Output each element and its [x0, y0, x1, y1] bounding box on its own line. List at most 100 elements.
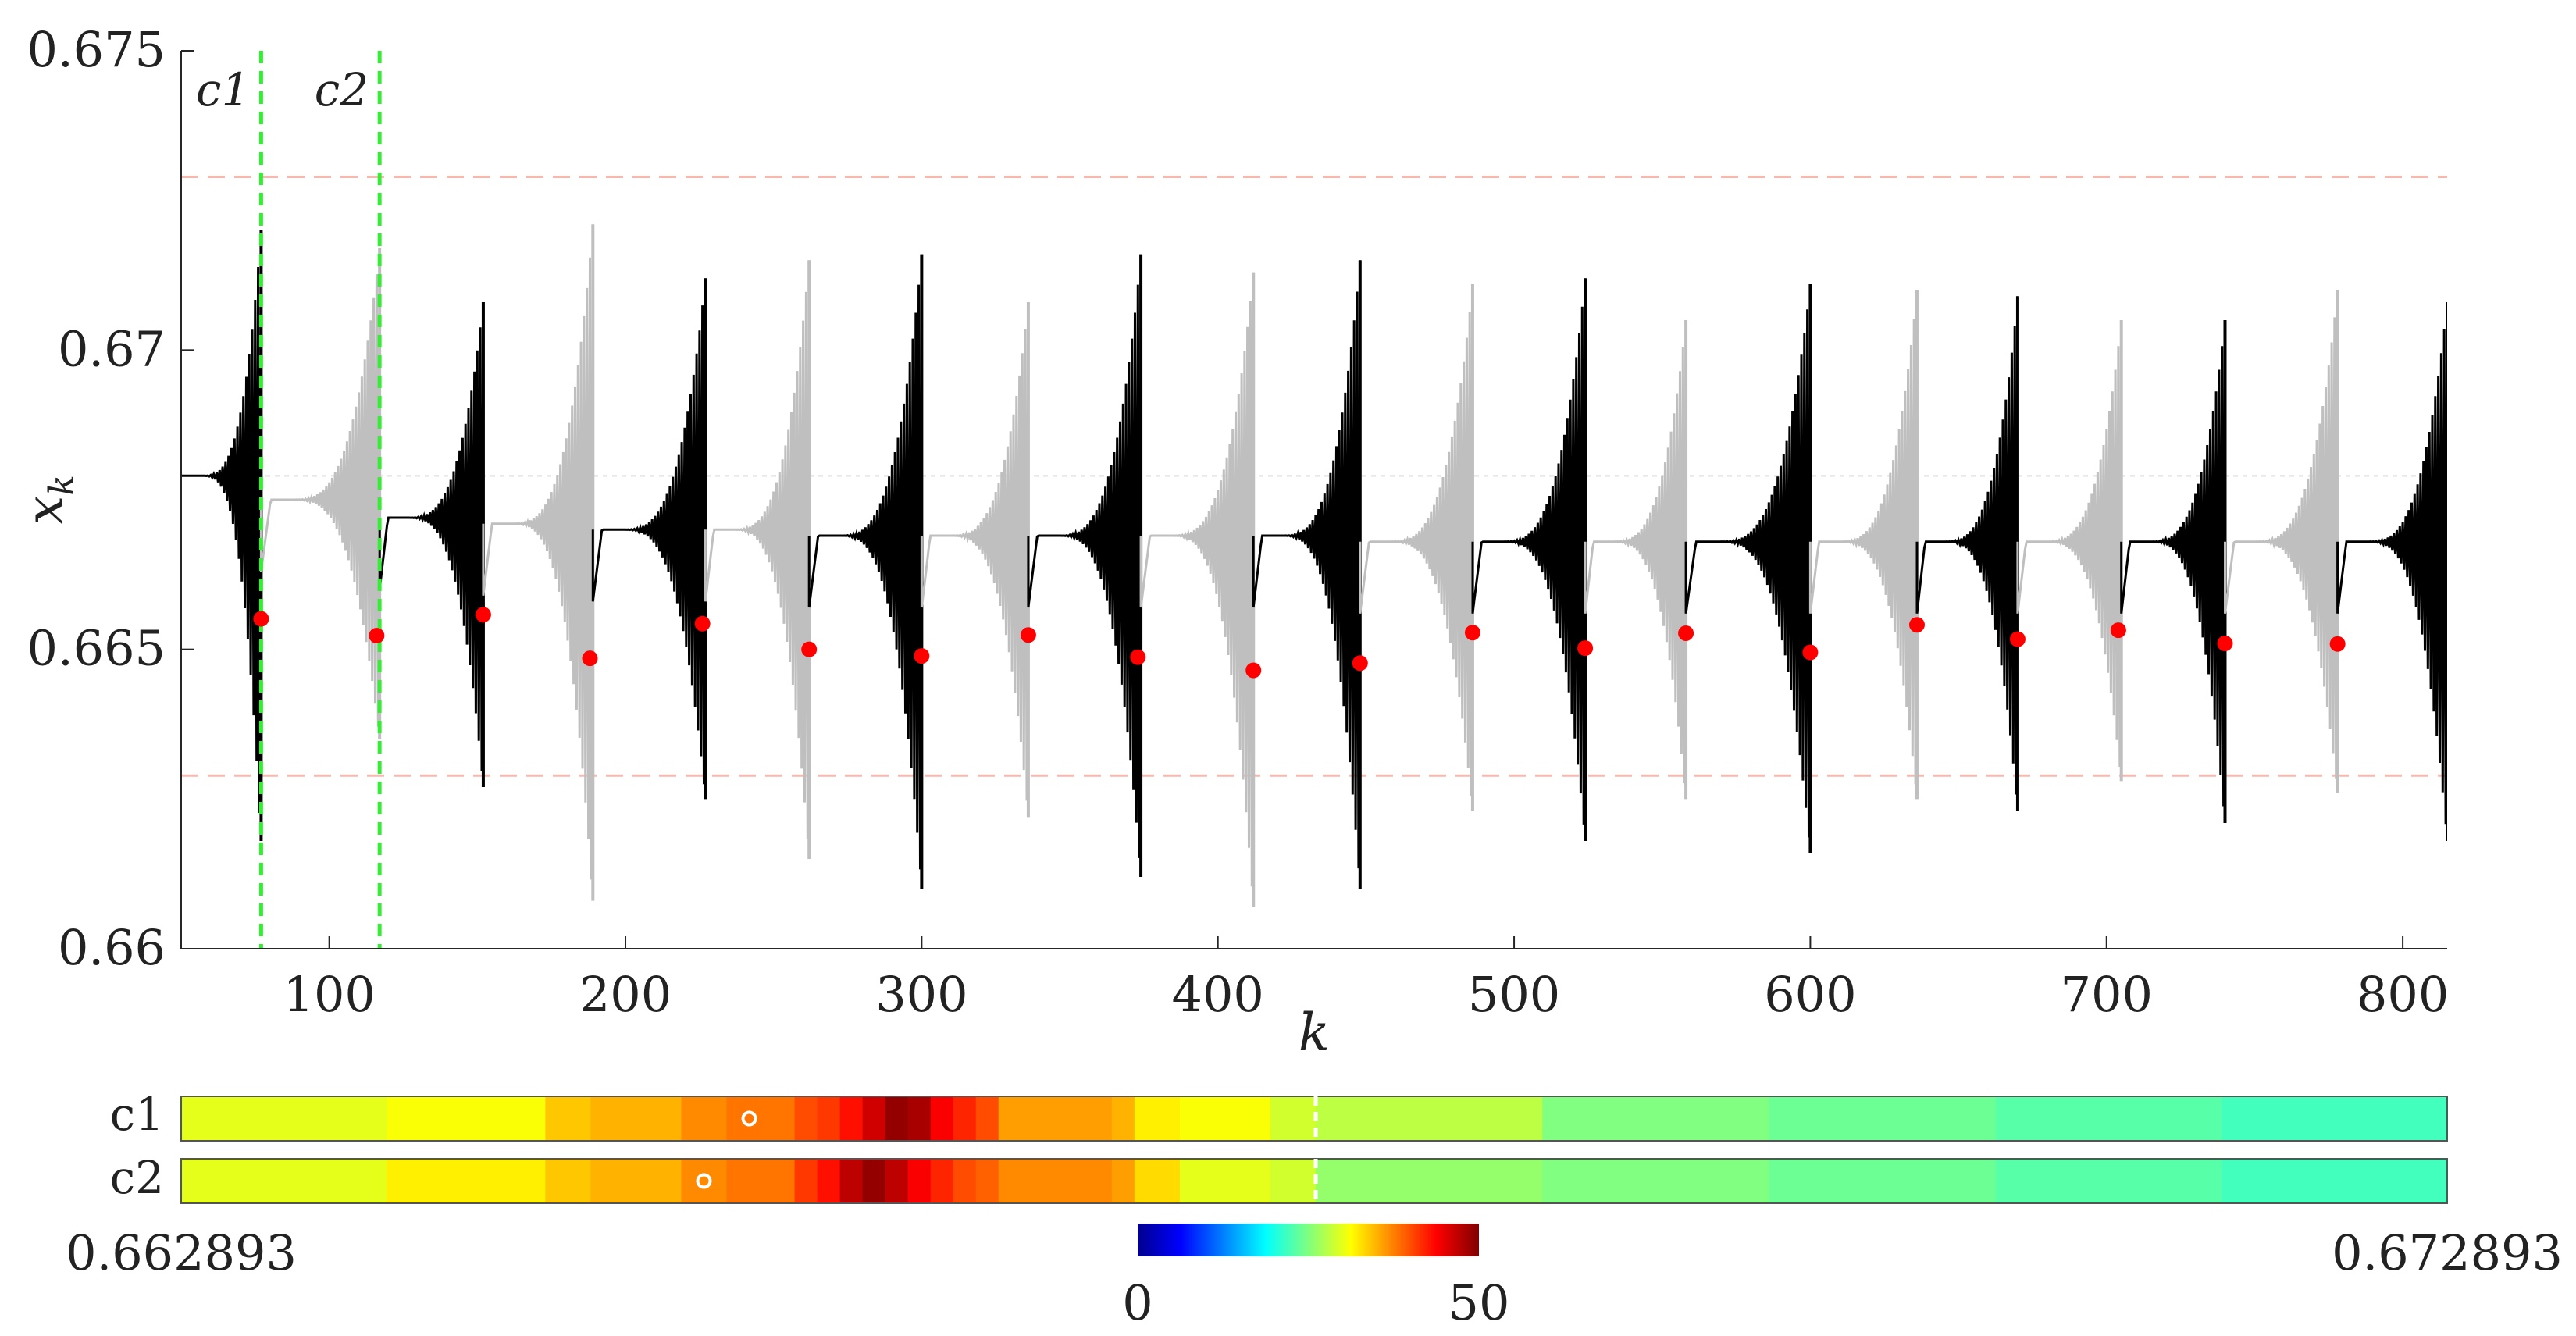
heatmap-cell [1111, 1096, 1135, 1141]
segment-line [2016, 319, 2123, 768]
heatmap-range-max: 0.672893 [2332, 1224, 2563, 1281]
heatmap-cell [930, 1159, 954, 1203]
series-segment-17 [1915, 296, 2019, 811]
heatmap-cell [817, 1096, 841, 1141]
heatmap-cell [181, 1159, 183, 1203]
heatmap-cell [2221, 1159, 2448, 1203]
heatmap-cell [998, 1096, 1113, 1141]
heatmap-panel: c1 c2 0.662893 0.672893 0 50 [66, 1088, 2563, 1331]
heatmap-cell [1542, 1159, 1769, 1203]
heatmap-cell [862, 1096, 886, 1141]
series-segment-19 [2120, 319, 2227, 823]
data-series [181, 224, 2447, 907]
heatmap-cell [998, 1159, 1113, 1203]
segment-line [807, 254, 923, 870]
x-tick-label: 600 [1764, 966, 1856, 1023]
timeseries-plot: c1 c2 100 200 300 400 500 600 700 800 0.660.6650… [15, 21, 2449, 1063]
series-segment-10 [1139, 272, 1256, 907]
x-tick-label: 300 [875, 966, 967, 1023]
segment-line [1915, 296, 2019, 795]
y-tick-label: 0.675 [27, 21, 166, 78]
data-marker-14 [1678, 625, 1694, 641]
heatmap-cell [590, 1159, 682, 1203]
series-segment-15 [1684, 283, 1812, 853]
colorbar: 0 50 [1122, 1224, 1509, 1331]
heatmap-peak-marker [741, 1110, 757, 1127]
x-tick-label: 500 [1468, 966, 1560, 1023]
segment-line [378, 301, 485, 771]
series-segment-8 [920, 301, 1030, 818]
data-markers [253, 607, 2346, 679]
x-tick-label: 400 [1172, 966, 1264, 1023]
segment-line [1252, 260, 1362, 869]
x-tick-label: 700 [2061, 966, 2153, 1023]
heatmap-cell [975, 1159, 999, 1203]
heatmap-cell [1270, 1159, 1317, 1203]
threshold-lines [181, 176, 2447, 777]
data-marker-20 [2329, 636, 2346, 652]
data-marker-19 [2217, 636, 2233, 651]
heatmap-cell [590, 1096, 682, 1141]
segment-line [920, 301, 1030, 801]
heatmap-cell [1179, 1096, 1271, 1141]
heatmap-row-label-c1: c1 [110, 1088, 164, 1141]
segment-line [1139, 272, 1255, 887]
heatmap-cell [1111, 1159, 1135, 1203]
heatmap-cell [545, 1159, 591, 1203]
segment-line [181, 230, 262, 814]
heatmap-cell [681, 1096, 728, 1141]
vertical-marker-label-c1: c1 [196, 63, 250, 116]
heatmap-cell [839, 1096, 864, 1141]
data-marker-5 [694, 615, 711, 632]
series-segment-21 [2336, 301, 2447, 841]
series-segment-5 [591, 278, 707, 800]
series-segment-9 [1027, 254, 1143, 877]
segment-line [1359, 283, 1474, 796]
series-segment-1 [181, 230, 263, 841]
heatmap-cell [726, 1096, 796, 1141]
heatmap-cell [2221, 1096, 2448, 1141]
heatmap-cell [183, 1096, 387, 1141]
data-marker-18 [2110, 622, 2126, 639]
series-segment-2 [259, 248, 382, 739]
segment-line [2336, 301, 2447, 825]
segment-line [1584, 319, 1687, 784]
vertical-markers [258, 51, 382, 949]
heatmap-cell [975, 1096, 999, 1141]
heatmap-cell [1995, 1096, 2223, 1141]
heatmap-cell [1995, 1159, 2223, 1203]
series-segment-7 [807, 254, 924, 889]
heatmap-cell [1769, 1096, 1997, 1141]
heatmap-peak-marker [696, 1173, 712, 1189]
x-tick-label: 800 [2357, 966, 2449, 1023]
heatmap-cell [387, 1096, 546, 1141]
y-tick-label: 0.67 [58, 320, 166, 377]
data-marker-3 [475, 607, 491, 623]
series-segment-4 [482, 224, 595, 901]
data-marker-4 [582, 650, 598, 667]
data-marker-8 [1020, 627, 1036, 643]
data-marker-11 [1352, 655, 1368, 672]
segment-line [482, 224, 594, 880]
heatmap-cell [1134, 1096, 1181, 1141]
segment-line [1684, 283, 1812, 838]
data-marker-10 [1245, 662, 1262, 679]
heatmap-cell [1769, 1159, 1997, 1203]
y-tick-label: 0.66 [58, 919, 166, 976]
plot-area [181, 51, 2447, 949]
data-marker-16 [1908, 617, 1925, 633]
heatmap-cell [1179, 1159, 1271, 1203]
series-segment-20 [2224, 290, 2339, 793]
plot-axes [180, 51, 2447, 949]
heatmap-row-c2 [180, 1158, 2448, 1204]
heatmap-cell [1134, 1159, 1181, 1203]
heatmap-rows [180, 1096, 2448, 1204]
x-tick-label: 200 [579, 966, 672, 1023]
segment-line [1027, 254, 1142, 858]
heatmap-cell [817, 1159, 841, 1203]
vertical-marker-labels: c1 c2 [196, 63, 369, 116]
heatmap-cell [930, 1096, 954, 1141]
heatmap-cell [545, 1096, 591, 1141]
x-tick-label: 100 [283, 966, 376, 1023]
segment-line [704, 260, 811, 839]
